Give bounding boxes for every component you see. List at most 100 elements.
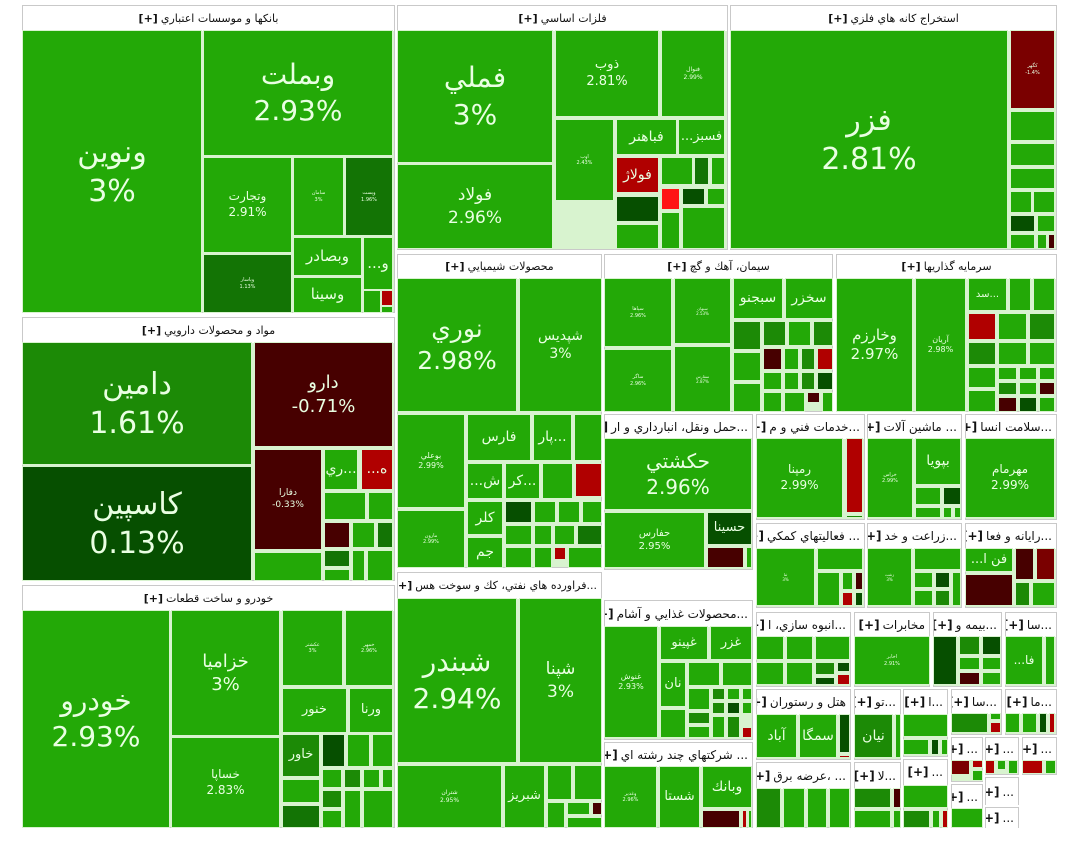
stock-tile[interactable]: فا... xyxy=(1005,636,1043,685)
stock-tile-small[interactable] xyxy=(1010,234,1035,249)
stock-tile-small[interactable] xyxy=(324,492,366,520)
stock-tile-small[interactable] xyxy=(822,392,833,412)
stock-tile-small[interactable] xyxy=(941,739,948,755)
stock-tile-small[interactable] xyxy=(1039,713,1047,733)
expand-sector-button[interactable]: [+] xyxy=(605,607,614,621)
stock-tile[interactable]: نيان xyxy=(854,714,893,758)
stock-tile-small[interactable] xyxy=(1029,313,1055,340)
sector-header[interactable]: ... ،عرضه برق[+] xyxy=(757,763,850,789)
expand-sector-button[interactable]: [+] xyxy=(986,811,1000,825)
stock-tile-small[interactable] xyxy=(914,548,961,570)
expand-sector-button[interactable]: [+] xyxy=(138,12,158,25)
stock-tile-small[interactable] xyxy=(727,688,740,700)
stock-tile-small[interactable] xyxy=(801,372,815,390)
stock-tile[interactable]: شپنا 3% xyxy=(519,598,602,763)
stock-tile-small[interactable] xyxy=(756,636,784,660)
stock-tile[interactable]: شبريز xyxy=(504,765,545,828)
stock-tile-small[interactable] xyxy=(707,188,725,205)
expand-sector-button[interactable]: [+] xyxy=(667,260,687,273)
stock-tile-small[interactable] xyxy=(616,224,659,249)
expand-sector-button[interactable]: [+] xyxy=(952,790,964,804)
stock-tile-small[interactable] xyxy=(377,522,393,548)
expand-sector-button[interactable]: [+] xyxy=(143,592,163,605)
expand-sector-button[interactable]: [+] xyxy=(445,260,465,273)
stock-tile-small[interactable] xyxy=(547,765,572,800)
expand-sector-button[interactable]: [+] xyxy=(907,765,929,779)
stock-tile-small[interactable] xyxy=(1033,191,1055,213)
expand-sector-button[interactable]: [+] xyxy=(901,260,921,273)
stock-tile[interactable]: ه... xyxy=(361,449,393,490)
stock-tile-small[interactable] xyxy=(1045,636,1055,685)
stock-tile[interactable]: خساپا 2.83% xyxy=(171,737,280,828)
stock-tile-small[interactable] xyxy=(914,590,933,606)
stock-tile-small[interactable] xyxy=(846,438,863,513)
expand-sector-button[interactable]: [+] xyxy=(858,618,880,632)
stock-tile-small[interactable] xyxy=(807,392,820,403)
stock-tile-small[interactable] xyxy=(567,802,590,815)
stock-tile-small[interactable] xyxy=(786,662,813,685)
stock-tile-small[interactable] xyxy=(968,390,996,412)
stock-tile-small[interactable] xyxy=(815,662,835,675)
sector-header[interactable]: ...سا[+] xyxy=(1006,613,1056,637)
stock-tile-small[interactable] xyxy=(932,810,940,828)
stock-tile[interactable]: حكشتي 2.96% xyxy=(604,438,752,510)
stock-tile-small[interactable] xyxy=(592,802,602,815)
stock-tile-small[interactable] xyxy=(1019,382,1037,395)
stock-tile-small[interactable] xyxy=(1039,382,1055,395)
sector-header[interactable]: ...رايانه و فعا[+] xyxy=(966,524,1056,549)
expand-sector-button[interactable]: [+] xyxy=(855,769,875,783)
stock-tile-small[interactable] xyxy=(322,734,345,767)
expand-sector-button[interactable]: [+] xyxy=(868,529,882,543)
stock-tile[interactable]: خمهر 2.96% xyxy=(345,610,393,686)
stock-tile[interactable]: شتران 2.95% xyxy=(397,765,502,828)
stock-tile-small[interactable] xyxy=(997,760,1006,770)
stock-tile-small[interactable] xyxy=(567,817,602,828)
stock-tile-small[interactable] xyxy=(1008,760,1018,774)
sector-header[interactable]: ...[+] xyxy=(952,785,982,809)
stock-tile[interactable]: فملي 3% xyxy=(397,30,553,163)
stock-tile-small[interactable] xyxy=(959,636,980,655)
stock-tile-small[interactable] xyxy=(1033,278,1055,311)
stock-tile-small[interactable] xyxy=(1010,111,1055,141)
sector-header[interactable]: سيمان، آهك و گچ[+] xyxy=(605,255,832,279)
stock-tile[interactable]: سپاها 2.96% xyxy=(604,278,672,347)
stock-tile[interactable]: وتجارت 2.91% xyxy=(203,157,292,253)
stock-tile-small[interactable] xyxy=(915,507,941,518)
stock-tile-small[interactable] xyxy=(363,290,381,313)
stock-tile-small[interactable] xyxy=(786,636,813,660)
expand-sector-button[interactable]: [+] xyxy=(966,420,978,434)
stock-tile[interactable]: سامان 3% xyxy=(293,157,344,236)
stock-tile-small[interactable] xyxy=(742,727,752,738)
stock-tile[interactable]: ساگر 2.96% xyxy=(604,349,672,412)
stock-tile-small[interactable] xyxy=(363,769,380,788)
stock-tile-small[interactable] xyxy=(763,348,782,370)
expand-sector-button[interactable]: [+] xyxy=(952,742,964,756)
stock-tile-small[interactable] xyxy=(661,188,680,210)
stock-tile-small[interactable] xyxy=(322,790,342,808)
sector-header[interactable]: ...[+] xyxy=(952,738,982,760)
stock-tile-small[interactable] xyxy=(616,196,659,222)
stock-tile[interactable]: خراس 2.99% xyxy=(867,438,913,518)
stock-tile-small[interactable] xyxy=(1036,548,1055,580)
stock-tile-small[interactable] xyxy=(990,713,1001,720)
stock-tile-small[interactable] xyxy=(903,739,929,755)
stock-tile-small[interactable] xyxy=(817,348,833,370)
stock-tile-small[interactable] xyxy=(727,716,740,738)
stock-tile-small[interactable] xyxy=(568,547,602,568)
expand-sector-button[interactable]: [+] xyxy=(934,618,953,632)
stock-tile-small[interactable] xyxy=(998,397,1017,412)
stock-tile[interactable]: خنور xyxy=(282,688,347,733)
stock-tile[interactable]: آريان 2.98% xyxy=(915,278,966,412)
sector-header[interactable]: ...خدمات فني و م[+] xyxy=(757,415,864,439)
stock-tile-small[interactable] xyxy=(574,765,602,800)
stock-tile[interactable]: اخابر 2.91% xyxy=(854,636,930,685)
sector-header[interactable]: ...[+] xyxy=(986,808,1018,829)
stock-tile-small[interactable] xyxy=(813,321,833,346)
stock-tile-small[interactable] xyxy=(903,785,948,808)
sector-header[interactable]: فلزات اساسي[+] xyxy=(398,6,727,31)
stock-tile-small[interactable] xyxy=(682,188,705,205)
expand-sector-button[interactable]: [+] xyxy=(757,618,766,632)
stock-tile-small[interactable] xyxy=(854,788,891,808)
stock-tile[interactable]: كاسپين 0.13% xyxy=(22,466,252,581)
stock-tile[interactable]: ...ري xyxy=(324,449,358,490)
